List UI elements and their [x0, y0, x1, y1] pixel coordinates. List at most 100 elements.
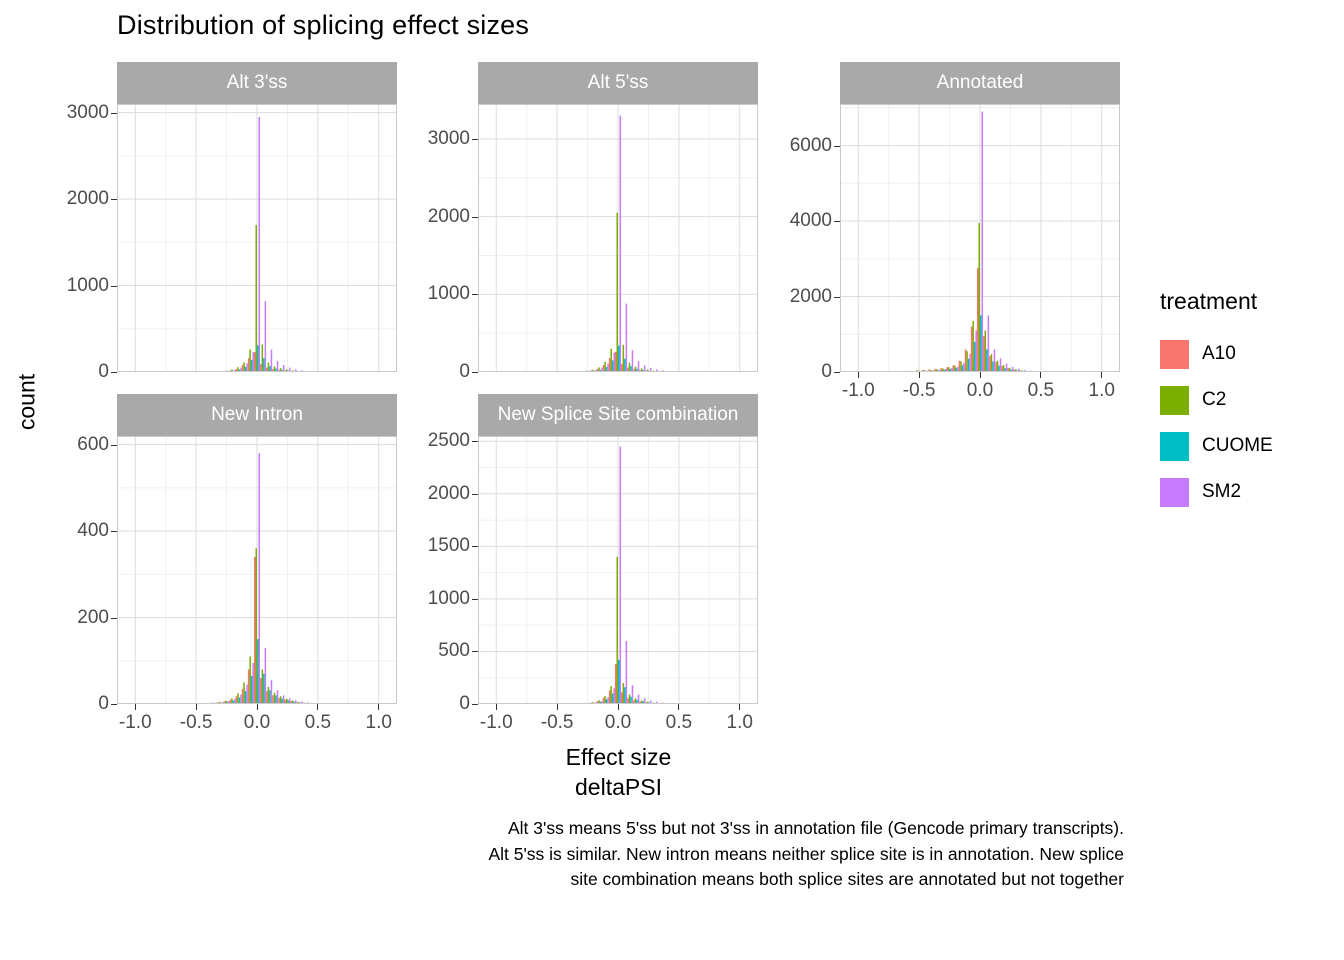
facet-panel — [478, 104, 758, 372]
legend-items: A10 C2 CUOME SM2 — [1160, 331, 1273, 515]
y-tick-label: 1500 — [427, 535, 470, 557]
legend-item-sm2: SM2 — [1160, 469, 1273, 515]
y-tick-mark — [111, 444, 117, 446]
x-tick-mark — [495, 704, 497, 710]
y-tick-label: 2000 — [66, 188, 109, 210]
y-tick-mark — [472, 493, 478, 495]
y-tick-label: 2000 — [427, 205, 470, 227]
x-tick-label: 1.0 — [726, 712, 753, 733]
y-tick-mark — [472, 546, 478, 548]
y-tick-mark — [111, 285, 117, 287]
y-tick-label: 0 — [459, 693, 470, 714]
legend-title: treatment — [1160, 288, 1258, 314]
y-tick-label: 2000 — [427, 482, 470, 504]
y-tick-label: 2500 — [427, 430, 470, 452]
facet-strip-label: Annotated — [840, 62, 1120, 104]
x-tick-mark — [1101, 372, 1103, 378]
y-tick-mark — [834, 296, 840, 298]
x-tick-mark — [739, 704, 741, 710]
facet-new-splice-site-combination: New Splice Site combination 0 500 1000 1500 2… — [428, 394, 758, 733]
x-tick-mark — [1040, 372, 1042, 378]
x-tick-label: 0.0 — [966, 380, 994, 401]
y-tick-mark — [111, 531, 117, 533]
facet-new-intron: New Intron 0 200 400 600 -1.0 -0.5 0.0 0.5 1.0 — [77, 394, 397, 733]
y-tick-label: 4000 — [789, 210, 832, 231]
plot-caption: Alt 3'ss means 5'ss but not 3'ss in anno… — [488, 818, 1124, 889]
y-tick-mark — [472, 704, 478, 705]
facet-strip-label: Alt 5'ss — [478, 62, 758, 104]
facet-strip-label: Alt 3'ss — [117, 62, 397, 104]
y-tick-label: 1000 — [66, 274, 109, 296]
legend-label: C2 — [1202, 389, 1227, 410]
y-tick-label: 6000 — [789, 134, 832, 156]
facet-strip-label: New Splice Site combination — [478, 394, 758, 436]
y-tick-label: 3000 — [427, 127, 470, 149]
y-tick-mark — [111, 704, 117, 705]
y-tick-mark — [111, 617, 117, 619]
y-axis-title: count — [13, 373, 40, 431]
x-tick-mark — [195, 704, 197, 710]
y-tick-mark — [472, 138, 478, 140]
y-tick-label: 2000 — [789, 285, 832, 307]
x-tick-mark — [134, 704, 136, 710]
legend-item-cuome: CUOME — [1160, 423, 1273, 469]
y-tick-mark — [472, 294, 478, 296]
x-tick-label: 0.5 — [665, 712, 693, 733]
legend: treatment A10 C2 CUOME SM2 — [1160, 288, 1273, 515]
y-tick-label: 3000 — [66, 101, 109, 123]
x-tick-label: 0.0 — [243, 712, 271, 733]
x-tick-mark — [979, 372, 981, 378]
facet-panel — [840, 104, 1120, 372]
x-tick-label: 1.0 — [365, 712, 392, 733]
y-tick-label: 200 — [77, 606, 109, 628]
x-tick-mark — [918, 372, 920, 378]
x-tick-mark — [556, 704, 558, 710]
x-tick-label: 0.0 — [604, 712, 632, 733]
facet-alt-5-ss: Alt 5'ss 0 1000 2000 3000 — [428, 62, 758, 382]
x-tick-mark — [678, 704, 680, 710]
facet-panel — [117, 436, 397, 704]
y-tick-label: 0 — [98, 361, 109, 382]
y-tick-mark — [111, 372, 117, 373]
y-tick-label: 0 — [98, 693, 109, 714]
y-tick-label: 500 — [438, 640, 470, 662]
x-tick-label: 0.5 — [304, 712, 332, 733]
y-tick-label: 0 — [459, 361, 470, 382]
x-tick-label: 0.5 — [1027, 380, 1055, 401]
y-tick-label: 400 — [77, 520, 109, 542]
x-tick-mark — [378, 704, 380, 710]
x-tick-mark — [857, 372, 859, 378]
y-tick-mark — [111, 199, 117, 201]
y-tick-label: 1000 — [427, 587, 470, 609]
x-tick-label: -1.0 — [841, 380, 875, 401]
x-tick-mark — [256, 704, 258, 710]
facet-strip-label: New Intron — [117, 394, 397, 436]
y-tick-mark — [472, 372, 478, 373]
y-tick-mark — [472, 651, 478, 653]
facet-annotated: Annotated 0 2000 4000 6000 -1.0 -0.5 0.0 0.5 1.0 — [790, 62, 1120, 401]
x-tick-label: -0.5 — [902, 380, 936, 401]
y-tick-mark — [472, 216, 478, 218]
x-tick-label: -0.5 — [179, 712, 213, 733]
legend-key-swatch — [1160, 477, 1189, 507]
y-tick-label: 1000 — [427, 283, 470, 305]
legend-label: A10 — [1202, 343, 1236, 364]
x-tick-mark — [317, 704, 319, 710]
x-tick-label: 1.0 — [1088, 380, 1115, 401]
x-tick-label: -1.0 — [118, 712, 152, 733]
x-tick-label: -0.5 — [540, 712, 574, 733]
x-tick-mark — [617, 704, 619, 710]
facet-alt-3-ss: Alt 3'ss 0 1000 2000 3000 — [67, 62, 397, 382]
y-tick-mark — [834, 372, 840, 373]
legend-item-a10: A10 — [1160, 331, 1273, 377]
y-tick-mark — [472, 441, 478, 443]
legend-label: CUOME — [1202, 435, 1273, 456]
legend-key-swatch — [1160, 431, 1189, 461]
legend-key-swatch — [1160, 385, 1189, 415]
plot-title: Distribution of splicing effect sizes — [117, 10, 530, 40]
x-tick-label: -1.0 — [479, 712, 513, 733]
facet-panel — [117, 104, 397, 372]
legend-item-c2: C2 — [1160, 377, 1273, 423]
x-axis-title: Effect size deltaPSI — [565, 744, 672, 800]
